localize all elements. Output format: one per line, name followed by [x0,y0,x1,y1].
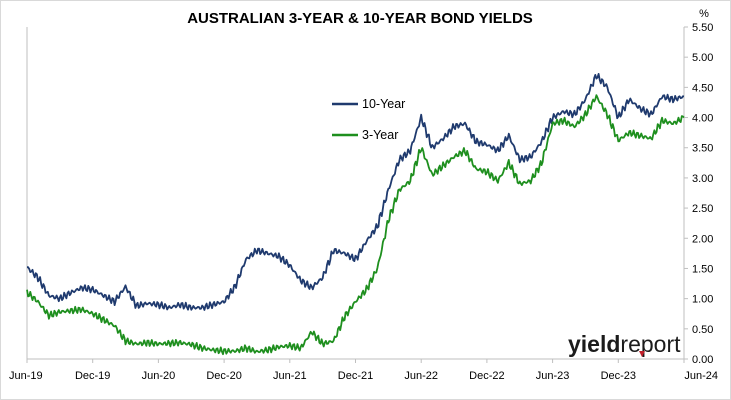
x-tick-label: Jun-24 [684,370,718,382]
logo-text-report: report [620,331,681,357]
y-tick-label: 0.50 [692,324,713,336]
x-tick-label: Dec-21 [338,370,373,382]
y-tick-label: 5.00 [692,52,713,64]
x-tick-label: Jun-20 [142,370,176,382]
y-tick-label: 5.50 [692,22,713,34]
y-tick-label: 2.50 [692,203,713,215]
y-axis-unit-label: % [699,8,709,20]
x-axis-ticks: Jun-19 Dec-19 Jun-20 Dec-20 Jun-21 Dec-21 Jun-… [9,359,718,382]
logo-accent-mark [639,351,645,357]
x-tick-label: Dec-20 [206,370,241,382]
y-tick-label: 2.00 [692,233,713,245]
x-tick-label: Jun-23 [536,370,570,382]
yieldreport-logo: yieldreport [568,331,681,357]
y-tick-label: 4.50 [692,82,713,94]
y-tick-label: 3.00 [692,173,713,185]
x-tick-label: Jun-22 [404,370,438,382]
x-tick-label: Dec-23 [601,370,636,382]
x-tick-label: Jun-21 [273,370,307,382]
legend: 10-Year 3-Year [332,97,405,142]
legend-label-10-year: 10-Year [362,97,405,111]
x-tick-label: Dec-19 [75,370,110,382]
series-lines [26,73,685,356]
y-tick-label: 1.50 [692,263,713,275]
legend-label-3-year: 3-Year [362,128,398,142]
svg-text:yieldreport: yieldreport [568,331,681,357]
y-axis-ticks: 0.00 0.50 1.00 1.50 2.00 2.50 3.00 3.50 4.00 4.50… [684,22,713,366]
y-tick-label: 1.00 [692,294,713,306]
x-tick-label: Jun-19 [9,370,43,382]
chart-title: AUSTRALIAN 3-YEAR & 10-YEAR BOND YIELDS [187,10,533,27]
y-tick-label: 4.00 [692,113,713,125]
y-tick-label: 3.50 [692,143,713,155]
y-tick-label: 0.00 [692,354,713,366]
series-line-3-year [26,94,685,356]
logo-text-yield: yield [568,331,620,357]
series-line-10-year [27,73,685,311]
x-tick-label: Dec-22 [469,370,504,382]
